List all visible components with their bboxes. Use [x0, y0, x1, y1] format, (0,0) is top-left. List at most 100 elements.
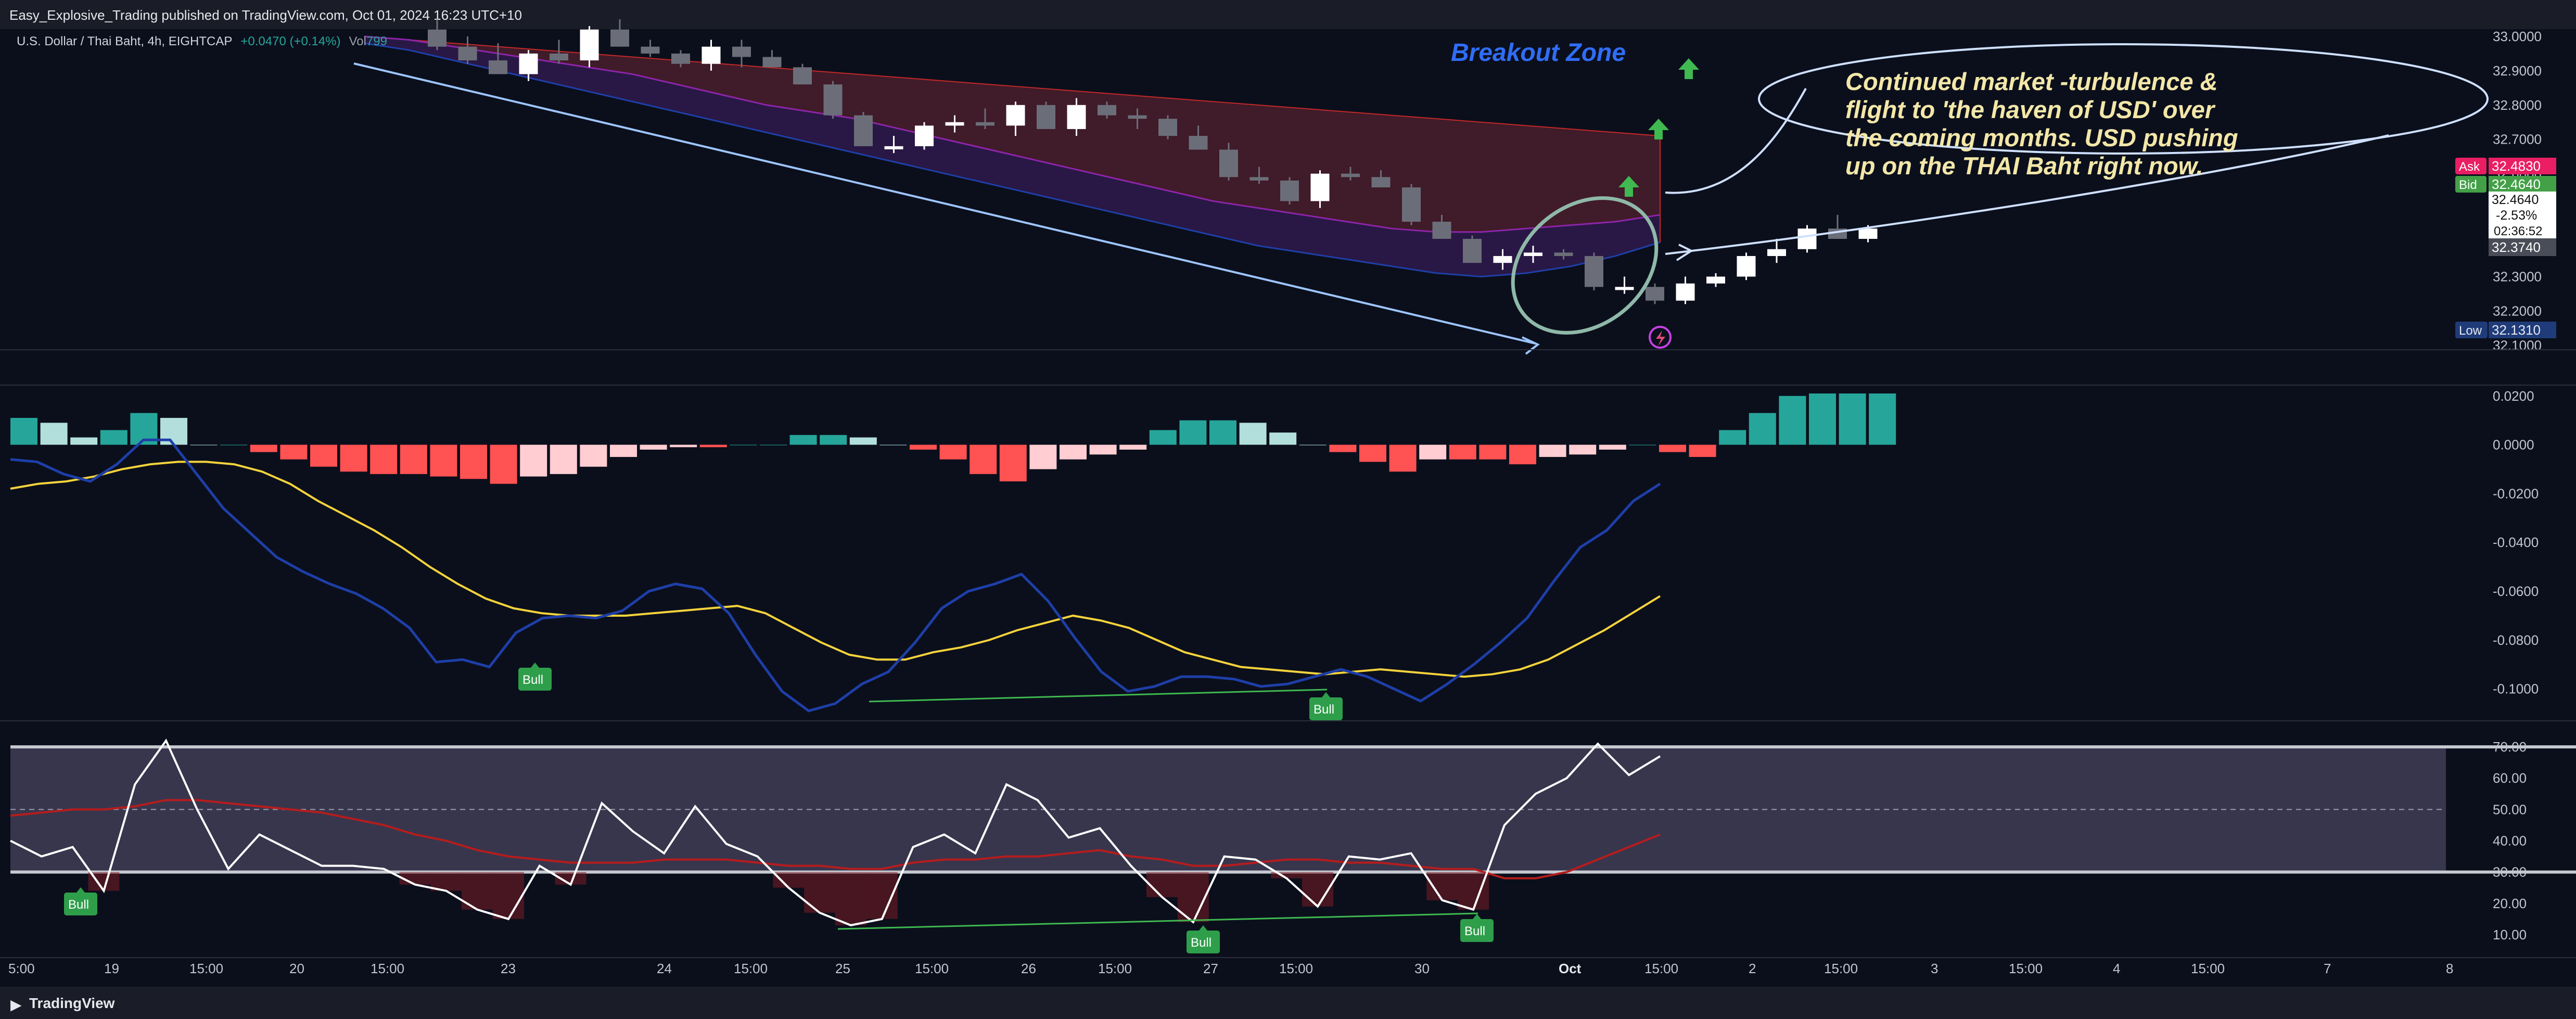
- time-axis-tick: 15:00: [1098, 961, 1132, 976]
- candle: [1767, 249, 1786, 256]
- rsi-bull-label: Bull: [68, 898, 89, 912]
- rsi-ma-line: [10, 799, 1661, 880]
- candle: [1128, 115, 1147, 119]
- candle: [1646, 287, 1664, 301]
- macd-hist-bar: [640, 444, 667, 450]
- candle: [1189, 136, 1208, 150]
- bull-label-bg: [64, 893, 97, 915]
- macd-hist-bar: [550, 444, 577, 474]
- low-value: 32.1310: [2492, 322, 2541, 338]
- time-axis-tick: 3: [1931, 961, 1938, 976]
- candle: [1067, 105, 1086, 129]
- candle: [1371, 177, 1391, 188]
- candle: [1280, 180, 1299, 201]
- macd-hist-bar: [999, 444, 1027, 481]
- time-axis-tick: 8: [2446, 961, 2453, 976]
- macd-hist-bar: [340, 444, 367, 472]
- time-axis-tick: 26: [1021, 961, 1036, 976]
- time-axis-tick: 27: [1203, 961, 1218, 976]
- macd-hist-bar: [1149, 430, 1177, 445]
- macd-hist-bar: [100, 430, 127, 445]
- candle: [1310, 173, 1330, 201]
- bull-label-bg: [1309, 697, 1343, 720]
- open-price-bg: [2489, 238, 2556, 256]
- candle: [915, 125, 934, 146]
- rsi-axis-tick: 30.00: [2493, 864, 2527, 880]
- macd-hist-bar: [1179, 420, 1207, 445]
- rsi-axis-tick: 10.00: [2493, 927, 2527, 942]
- candle: [1524, 252, 1542, 256]
- low-label: Low: [2459, 324, 2482, 338]
- rsi-bull-label: Bull: [1191, 936, 1212, 950]
- candle: [1585, 256, 1603, 287]
- bull-label-pointer: [1473, 914, 1481, 919]
- bottom-bar: ▶ TradingView: [0, 987, 2576, 1019]
- candle: [1615, 287, 1634, 290]
- time-axis-tick: 5:00: [8, 961, 35, 976]
- ask-label-bg: [2455, 158, 2486, 174]
- breakout-up-arrow-icon: [1678, 58, 1699, 79]
- open-price: 32.3740: [2492, 239, 2541, 255]
- candle: [702, 46, 721, 64]
- candle: [1098, 105, 1116, 116]
- macd-axis-tick: -0.0200: [2493, 486, 2539, 501]
- macd-hist-bar: [1689, 444, 1716, 457]
- candle: [1554, 252, 1573, 256]
- rsi-oversold-fill: [492, 872, 524, 919]
- macd-hist-bar: [1239, 423, 1267, 445]
- rsi-axis-tick: 60.00: [2493, 770, 2527, 786]
- macd-hist-bar: [40, 423, 68, 445]
- price-axis-tick: 32.3000: [2493, 269, 2542, 285]
- bull-label-pointer: [1199, 925, 1207, 931]
- candle: [641, 46, 660, 54]
- rsi-axis-tick: 50.00: [2493, 801, 2527, 817]
- macd-hist-bar: [910, 444, 937, 450]
- symbol-name: U.S. Dollar / Thai Baht, 4h, EIGHTCAP: [17, 34, 233, 48]
- macd-hist-bar: [670, 444, 697, 448]
- price-axis-tick: 32.8000: [2493, 97, 2542, 113]
- macd-hist-bar: [520, 444, 547, 477]
- macd-axis-tick: 0.0000: [2493, 437, 2534, 453]
- time-axis-tick: 7: [2324, 961, 2331, 976]
- callout-line: [1665, 134, 2389, 255]
- price-axis-tick: 32.1000: [2493, 337, 2542, 353]
- breakout-zone-label: Breakout Zone: [1451, 39, 1626, 67]
- bull-label-bg: [1460, 919, 1494, 942]
- time-axis-tick: 15:00: [1279, 961, 1313, 976]
- macd-axis-tick: 0.0200: [2493, 388, 2534, 404]
- channel-upper-fill: [364, 36, 1660, 232]
- candle: [489, 60, 507, 74]
- macd-hist-bar: [1539, 444, 1566, 457]
- macd-line: [10, 438, 1661, 712]
- trendline-arrow-head: [1522, 336, 1540, 355]
- candle: [1737, 256, 1756, 277]
- macd-hist-bar: [1869, 393, 1896, 445]
- rsi-divergence-line: [837, 912, 1478, 930]
- candle: [1797, 228, 1817, 249]
- macd-hist-bar: [1749, 413, 1776, 445]
- tradingview-logo-icon: ▶: [10, 997, 22, 1013]
- time-axis-tick: 15:00: [371, 961, 404, 976]
- macd-axis-tick: -0.0400: [2493, 534, 2539, 550]
- macd-hist-bar: [1389, 444, 1417, 472]
- candle: [1858, 228, 1878, 239]
- macd-hist-bar: [310, 444, 337, 467]
- rsi-line: [10, 738, 1661, 926]
- macd-hist-bar: [250, 444, 277, 452]
- macd-hist-bar: [1839, 393, 1866, 445]
- macd-hist-bar: [939, 444, 967, 460]
- price-axis-tick: 33.0000: [2493, 29, 2542, 44]
- candle: [976, 122, 994, 126]
- symbol-legend: U.S. Dollar / Thai Baht, 4h, EIGHTCAP +0.…: [17, 34, 387, 49]
- descending-trendline: [353, 62, 1536, 345]
- time-axis-tick: 30: [1414, 961, 1430, 976]
- alert-icon: [1649, 326, 1672, 349]
- candle: [428, 29, 447, 47]
- candle: [1463, 238, 1482, 263]
- macd-hist-bar: [1569, 444, 1597, 455]
- time-axis-tick: 15:00: [734, 961, 768, 976]
- candle: [854, 115, 873, 146]
- candle: [610, 29, 629, 47]
- candle: [793, 67, 812, 85]
